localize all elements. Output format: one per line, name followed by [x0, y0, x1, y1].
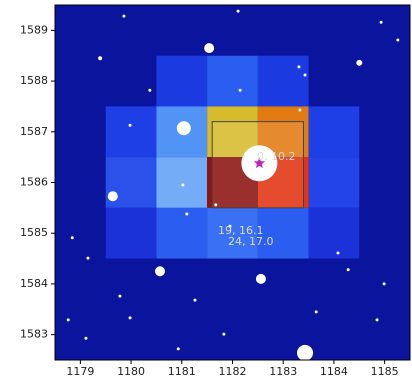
x-tick-label: 1182 — [219, 365, 247, 378]
star — [118, 295, 121, 298]
star — [177, 121, 191, 135]
annotation: 24, 17.0 — [228, 235, 273, 248]
star — [129, 124, 132, 127]
pixel — [106, 208, 157, 259]
pixel — [258, 56, 309, 107]
pixel — [309, 106, 360, 157]
star — [298, 108, 301, 111]
x-tick-label: 1184 — [320, 365, 348, 378]
pixel — [207, 56, 258, 107]
x-tick-label: 1183 — [269, 365, 297, 378]
star — [239, 89, 242, 92]
star — [155, 266, 165, 276]
pixel — [309, 208, 360, 259]
star — [181, 184, 184, 187]
star — [98, 56, 102, 60]
star — [204, 43, 214, 53]
y-tick-label: 1584 — [20, 277, 48, 290]
x-tick-label: 1181 — [168, 365, 196, 378]
y-tick-label: 1586 — [20, 176, 48, 189]
pixel — [106, 106, 157, 157]
star — [376, 318, 379, 321]
star — [84, 337, 87, 340]
star — [315, 310, 318, 313]
star — [336, 251, 339, 254]
pixel — [156, 56, 207, 107]
x-tick-label: 1179 — [66, 365, 94, 378]
star — [185, 212, 188, 215]
star — [148, 89, 151, 92]
star — [177, 347, 180, 350]
y-tick-label: 1587 — [20, 125, 48, 138]
star — [356, 60, 362, 66]
star — [380, 21, 383, 24]
image-layer: 0, 10.219, 16.124, 17.0 — [55, 5, 410, 361]
page: 0, 10.219, 16.124, 17.0 1179 1180 1181 1182 1… — [0, 0, 412, 385]
star — [383, 282, 386, 285]
star — [108, 191, 118, 201]
annotation: 0, 10.2 — [257, 150, 295, 163]
star — [237, 10, 240, 13]
x-tick-label: 1185 — [371, 365, 399, 378]
star — [297, 65, 300, 68]
pixel — [156, 208, 207, 259]
x-tick-label: 1180 — [117, 365, 145, 378]
pixel — [309, 157, 360, 208]
star — [304, 73, 307, 76]
star — [396, 38, 399, 41]
star — [347, 268, 350, 271]
y-tick-label: 1589 — [20, 23, 48, 36]
star — [67, 318, 70, 321]
star — [86, 257, 89, 260]
y-tick-label: 1588 — [20, 74, 48, 87]
star — [71, 236, 74, 239]
star — [129, 316, 132, 319]
chart: 0, 10.219, 16.124, 17.0 1179 1180 1181 1182 1… — [0, 0, 412, 381]
y-tick-label: 1585 — [20, 226, 48, 239]
star — [122, 15, 125, 18]
star — [222, 333, 225, 336]
star — [256, 274, 266, 284]
pixel — [258, 208, 309, 259]
pixel — [156, 157, 207, 208]
star — [193, 299, 196, 302]
star — [297, 345, 313, 361]
y-tick-label: 1583 — [20, 328, 48, 341]
star — [214, 203, 217, 206]
